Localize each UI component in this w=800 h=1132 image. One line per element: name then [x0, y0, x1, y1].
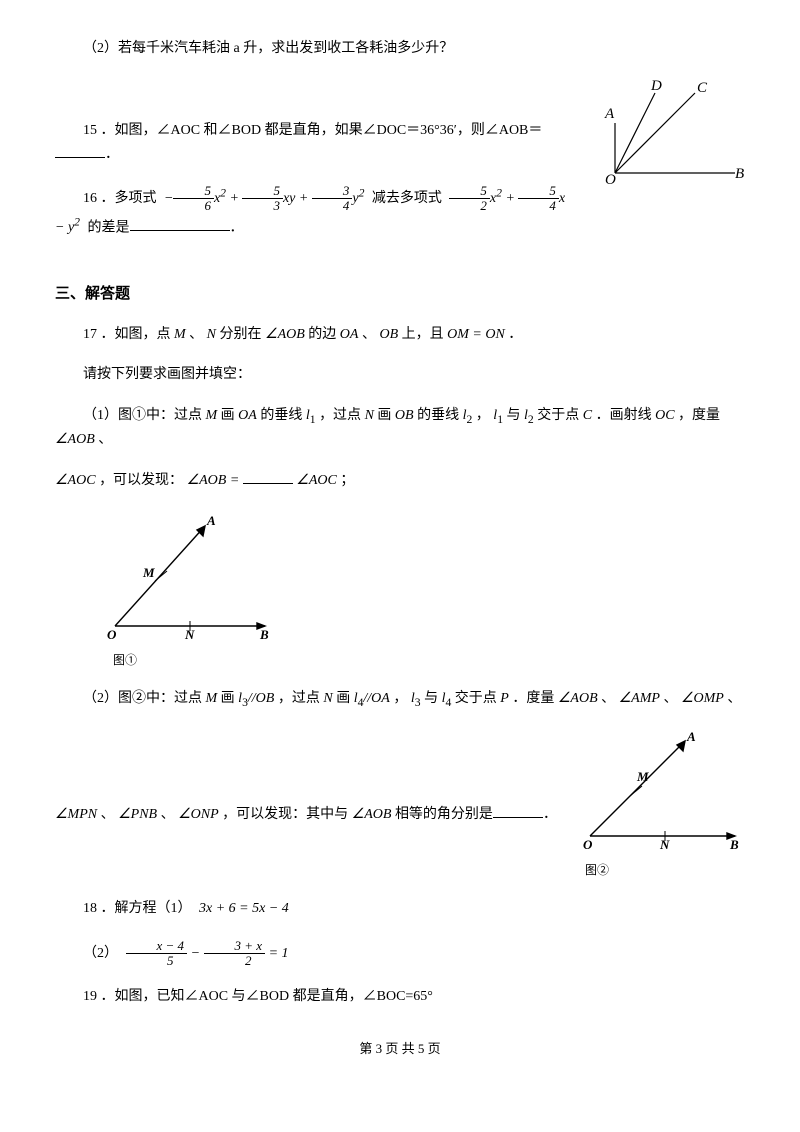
fig2-caption: 图② — [585, 861, 745, 880]
q17-p3: （2）图②中：过点 M 画 l3//OB ，过点 N 画 l4//OA ， l3… — [55, 688, 745, 712]
q18-line2: （2） x − 45 − 3 + x2 = 1 — [55, 939, 745, 969]
svg-text:B: B — [259, 627, 269, 641]
q15-svg: A B C D O — [585, 78, 745, 188]
q16-blank — [130, 216, 230, 231]
q17-fig1: A B O M N 图① — [95, 511, 745, 671]
q16-end: ． — [230, 220, 244, 235]
q19: 19 ．如图，已知∠AOC 与∠BOD 都是直角，∠BOC=65° — [55, 986, 745, 1008]
q18-eq2: x − 45 − 3 + x2 = 1 — [126, 946, 289, 961]
q15-suffix: ． — [105, 147, 119, 162]
q17-fig2-svg: A B O M N — [575, 731, 745, 851]
svg-text:O: O — [583, 837, 593, 851]
svg-text:N: N — [184, 627, 195, 641]
q16-suffix: 的差是 — [88, 220, 130, 235]
q17-fig1-svg: A B O M N — [95, 511, 275, 641]
q17-line1: 17 ．如图，点 M 、 N 分别在 ∠AOB 的边 OA 、 OB 上，且 O… — [55, 324, 745, 346]
lbl-A: A — [604, 106, 615, 122]
page: （2）若每千米汽车耗油 a 升，求出发到收工各耗油多少升？ A B C D O … — [0, 0, 800, 1070]
lbl-O: O — [605, 172, 616, 188]
lbl-D: D — [650, 78, 662, 94]
q15-figure: A B C D O — [585, 78, 745, 196]
q17-fig2: A B O M N 图② — [575, 731, 745, 881]
page-footer: 第 3 页 共 5 页 — [55, 1039, 745, 1060]
q18-line1: 18 ．解方程（1） 3x + 6 = 5x − 4 — [55, 898, 745, 920]
lbl-C: C — [697, 80, 708, 96]
q14-part2: （2）若每千米汽车耗油 a 升，求出发到收工各耗油多少升？ — [55, 38, 745, 60]
q15-text: 15 ．如图，∠AOC 和∠BOD 都是直角，如果∠DOC＝36°36′，则∠A… — [83, 123, 542, 138]
q16-prefix: 16 ．多项式 — [83, 191, 157, 206]
q17-p2: ∠AOC ，可以发现： ∠AOB = ∠AOC ； — [55, 469, 745, 492]
svg-text:M: M — [636, 769, 649, 784]
lbl-B: B — [735, 166, 744, 182]
section-3-title: 三、解答题 — [55, 282, 745, 306]
q17-blank-1 — [243, 469, 293, 484]
q16-mid: 减去多项式 — [372, 191, 442, 206]
svg-text:O: O — [107, 627, 117, 641]
q17-blank-2 — [493, 803, 543, 818]
q17-line2: 请按下列要求画图并填空： — [55, 364, 745, 386]
svg-text:B: B — [729, 837, 739, 851]
svg-text:A: A — [206, 513, 216, 528]
fig1-caption: 图① — [113, 651, 745, 670]
svg-text:M: M — [142, 565, 155, 580]
q17-p1: （1）图①中：过点 M 画 OA 的垂线 l1 ，过点 N 画 OB 的垂线 l… — [55, 405, 745, 452]
q16-expr1: −56x2 + 53xy + 34y2 — [164, 191, 368, 206]
svg-text:A: A — [686, 731, 696, 744]
q15-blank — [55, 143, 105, 158]
svg-text:N: N — [659, 837, 670, 851]
